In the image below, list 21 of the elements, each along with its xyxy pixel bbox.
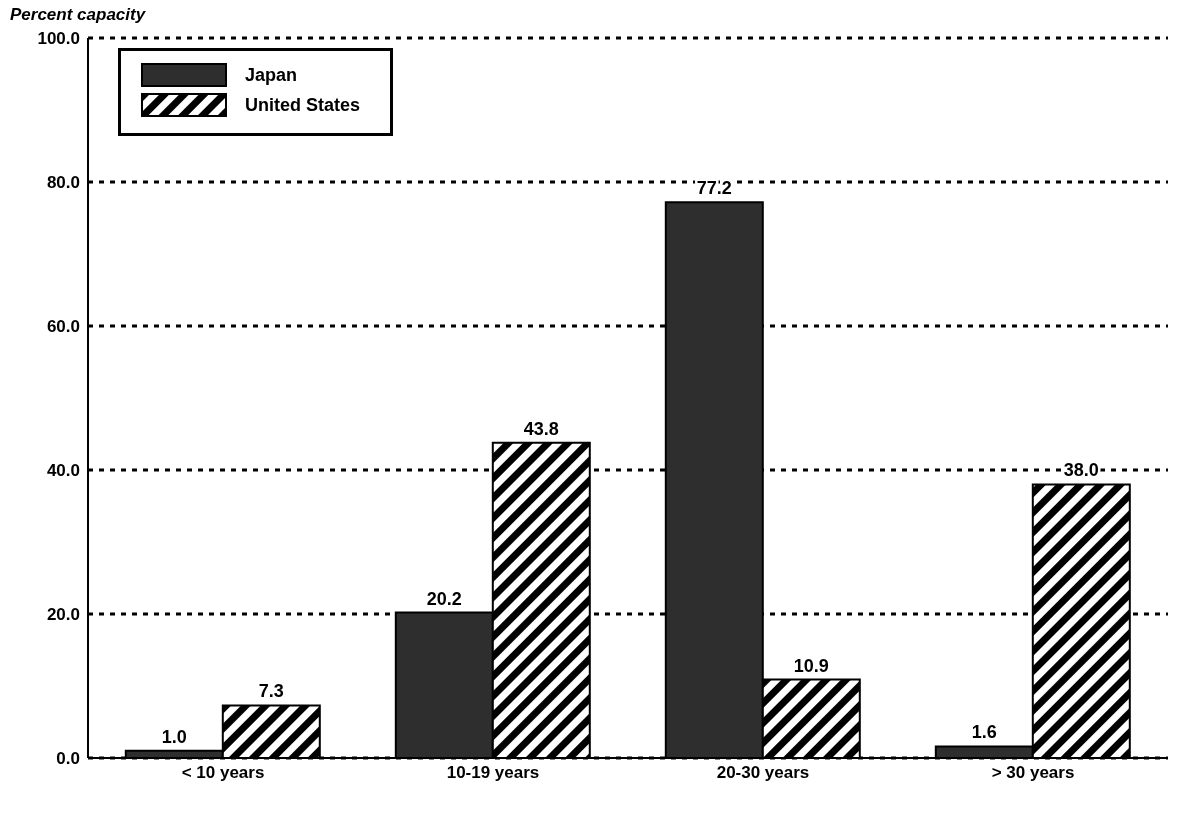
x-tick-label: 20-30 years (716, 763, 810, 783)
data-label: 10.9 (793, 655, 829, 676)
data-label: 7.3 (258, 681, 284, 702)
y-axis-title: Percent capacity (10, 5, 147, 24)
x-tick-label: < 10 years (181, 763, 265, 783)
data-label: 43.8 (523, 418, 559, 439)
x-tick-label: 10-19 years (446, 763, 540, 783)
y-tick-label: 60.0 (46, 317, 80, 337)
data-label: 77.2 (696, 178, 732, 199)
legend-label: United States (245, 94, 361, 116)
y-tick-label: 80.0 (46, 173, 80, 193)
x-tick-label: > 30 years (991, 763, 1075, 783)
data-label: 1.0 (161, 726, 187, 747)
y-tick-label: 20.0 (46, 605, 80, 625)
legend-label: Japan (245, 64, 298, 86)
data-label: 1.6 (971, 722, 997, 743)
data-label: 20.2 (426, 588, 462, 609)
y-tick-label: 0.0 (56, 749, 80, 769)
y-tick-label: 100.0 (37, 29, 80, 49)
y-tick-label: 40.0 (46, 461, 80, 481)
data-label: 38.0 (1063, 460, 1099, 481)
